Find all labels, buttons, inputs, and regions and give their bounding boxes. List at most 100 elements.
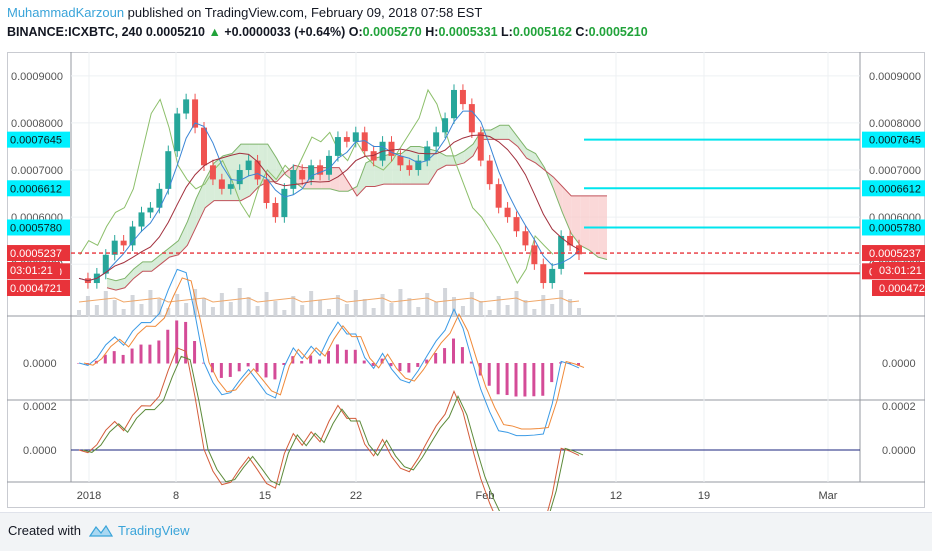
cloud-segment — [490, 125, 500, 140]
price-badge-right — [862, 245, 925, 262]
volume-bar — [568, 299, 573, 316]
change-value: +0.0000033 (+0.64%) — [224, 25, 346, 39]
low-label: L: — [501, 25, 513, 39]
cloud-segment — [464, 144, 474, 163]
macd-histogram-bar — [532, 363, 536, 397]
macd-histogram-bar — [487, 363, 491, 386]
macd-histogram-bar — [389, 363, 393, 367]
candle-up — [174, 113, 181, 152]
candle-up — [236, 170, 243, 185]
macd-histogram-bar — [452, 338, 455, 364]
author-link[interactable]: MuhammadKarzoun — [7, 5, 125, 20]
candle-up — [165, 151, 172, 189]
tradingview-link[interactable]: TradingView — [118, 523, 190, 538]
macd-histogram-bar — [193, 341, 197, 364]
candle-up — [326, 155, 332, 175]
cloud-segment — [374, 155, 384, 187]
macd-histogram-bar — [255, 363, 259, 372]
price-badge-right — [862, 131, 925, 148]
volume-bar — [291, 296, 296, 316]
cloud-segment — [482, 129, 491, 140]
macd-histogram-bar — [380, 358, 384, 364]
macd-histogram-bar — [157, 340, 161, 364]
price-badge-right-text: 0.0007645 — [869, 135, 921, 147]
candle-up — [415, 160, 422, 171]
osc-tick-right: 0.0002 — [882, 401, 916, 413]
price-chart[interactable]: 0.0009000 0.0009000 0.0008000 0.0008000 0.00… — [7, 52, 931, 530]
candle-up — [102, 254, 109, 274]
macd-histogram-bar — [496, 363, 500, 395]
macd-histogram-bar — [202, 362, 205, 364]
volume-bar — [148, 290, 153, 316]
candle-down — [486, 160, 493, 185]
volume-bar — [193, 289, 198, 316]
volume-bar — [273, 301, 278, 316]
candle-up — [227, 184, 234, 189]
price-tick-right: 0.0009000 — [869, 71, 921, 83]
publish-info: published on TradingView.com, February 0… — [124, 5, 483, 20]
macd-histogram-bar — [434, 352, 438, 364]
publish-line: MuhammadKarzoun published on TradingView… — [7, 5, 482, 20]
volume-bar — [416, 307, 421, 316]
candle-down — [254, 160, 261, 180]
open-label: O: — [348, 25, 363, 39]
cloud-segment — [383, 153, 393, 185]
macd-histogram-bar — [362, 360, 366, 364]
time-tick-label: 12 — [610, 490, 622, 502]
macd-histogram-bar — [228, 363, 232, 377]
price-badge-left — [7, 245, 70, 262]
conversion-line — [78, 110, 580, 282]
chart-border — [7, 52, 925, 508]
osc-tick-left: 0.0000 — [23, 445, 57, 457]
candle-down — [522, 231, 529, 246]
volume-bar — [246, 297, 251, 316]
volume-bar — [550, 304, 555, 316]
price-badge-right — [862, 180, 925, 197]
volume-bar — [452, 297, 456, 316]
volume-bar — [380, 294, 385, 316]
macd-histogram-bar — [219, 363, 223, 378]
cloud-segment — [187, 198, 197, 246]
macd-histogram-bar — [264, 363, 268, 378]
candle-down — [504, 207, 511, 218]
price-badge-left — [7, 131, 70, 148]
volume-bar — [175, 294, 180, 316]
volume-bar — [344, 304, 349, 316]
macd-histogram-bar — [139, 344, 143, 364]
candle-down — [513, 217, 520, 232]
volume-bar — [77, 310, 81, 316]
volume-bar — [469, 292, 474, 316]
candle-down — [477, 132, 484, 161]
volume-bar — [434, 302, 439, 316]
cloud-segment — [446, 155, 456, 166]
macd-histogram-bar — [353, 349, 357, 364]
cloud-segment — [339, 167, 349, 192]
cloud-segment — [401, 146, 411, 185]
cloud-segment — [571, 195, 581, 246]
time-tick-label: 2018 — [77, 490, 101, 502]
extra-badge-left — [7, 280, 70, 296]
macd-histogram-bar — [166, 329, 170, 364]
open-value: 0.0005270 — [362, 25, 422, 39]
time-tick-label: 19 — [698, 490, 710, 502]
price-badge-right-text: 0.0005237 — [869, 248, 921, 260]
cloud-segment — [437, 151, 447, 171]
osc-tick-right: 0.0000 — [882, 445, 916, 457]
chart-frame[interactable]: 0.0009000 0.0009000 0.0008000 0.0008000 0.00… — [7, 52, 931, 530]
macd-histogram-bar — [282, 363, 286, 365]
cloud-segment — [142, 261, 152, 272]
cloud-segment — [330, 167, 340, 192]
candle-up — [129, 226, 136, 246]
candle-down — [567, 235, 574, 246]
volume-bar — [496, 296, 501, 316]
candle-down — [495, 184, 502, 208]
high-label: H: — [425, 25, 439, 39]
volume-bar — [523, 300, 528, 316]
volume-bar — [362, 299, 367, 316]
volume-bar — [85, 296, 90, 316]
candle-down — [397, 155, 404, 166]
macd-histogram-bar — [523, 363, 527, 397]
macd-histogram-bar — [550, 363, 554, 383]
candle-up — [138, 212, 145, 227]
time-tick-label: 15 — [259, 490, 271, 502]
